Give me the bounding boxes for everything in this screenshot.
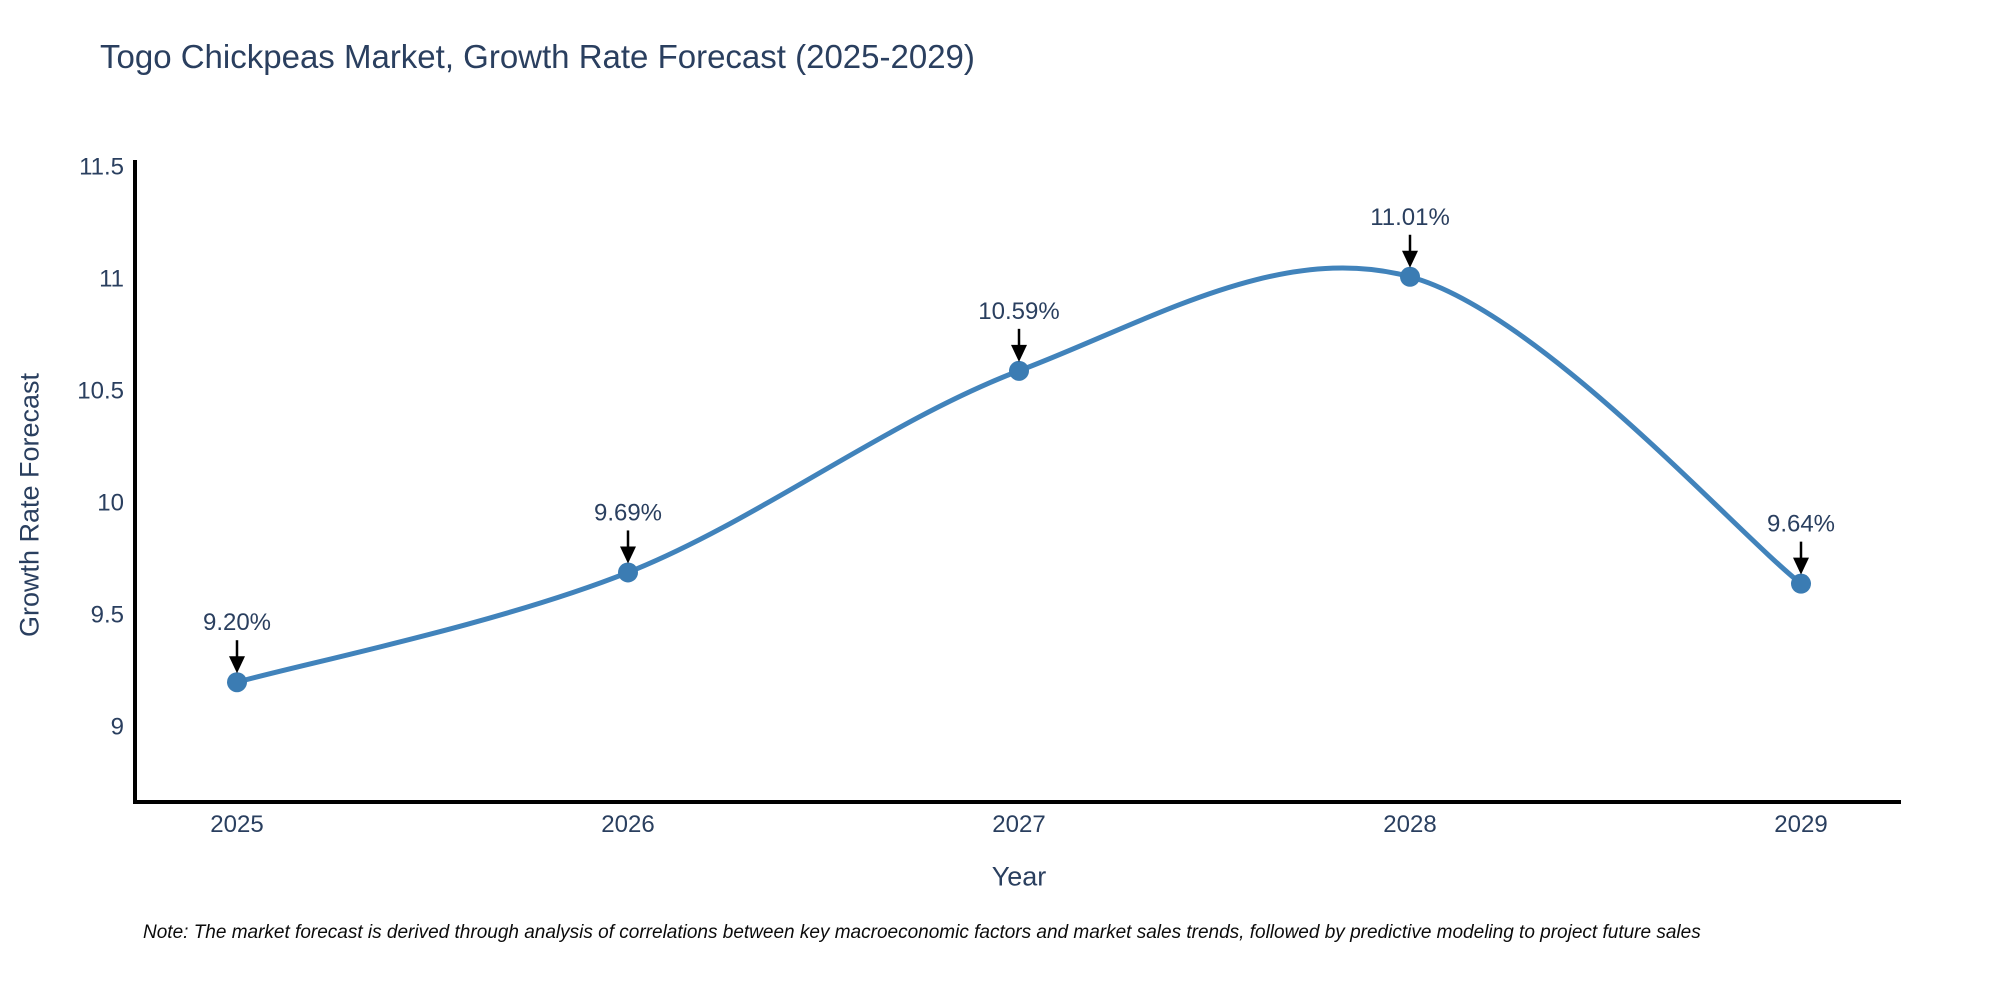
- data-point-2027: [1009, 360, 1029, 381]
- annotation-arrow-head-icon: [1793, 557, 1809, 575]
- point-value-label: 9.64%: [1767, 511, 1835, 538]
- y-tick-label: 11.5: [79, 154, 124, 181]
- annotation-arrow-head-icon: [1011, 344, 1027, 362]
- y-tick-label: 9.5: [91, 602, 124, 629]
- x-tick-label: 2026: [601, 811, 654, 838]
- y-tick-label: 10.5: [77, 378, 124, 405]
- x-tick-label: 2025: [210, 811, 263, 838]
- y-tick-label: 11: [99, 266, 124, 293]
- annotation-arrow-head-icon: [1402, 250, 1418, 268]
- footnote: Note: The market forecast is derived thr…: [143, 922, 1701, 943]
- data-point-2029: [1791, 573, 1811, 594]
- y-tick-label: 9: [111, 714, 124, 741]
- data-point-2025: [227, 672, 247, 693]
- y-tick-label: 10: [97, 490, 124, 517]
- data-point-2028: [1400, 266, 1420, 287]
- point-value-label: 11.01%: [1370, 204, 1450, 231]
- x-axis-title: Year: [991, 861, 1047, 892]
- y-axis-title: Growth Rate Forecast: [14, 372, 45, 638]
- x-tick-label: 2029: [1774, 811, 1827, 838]
- x-tick-label: 2028: [1383, 811, 1436, 838]
- chart-title: Togo Chickpeas Market, Growth Rate Forec…: [100, 38, 975, 75]
- annotation-arrow-head-icon: [229, 656, 245, 674]
- point-value-label: 9.69%: [594, 499, 662, 526]
- point-value-label: 10.59%: [978, 298, 1059, 325]
- point-value-label: 9.20%: [203, 609, 271, 636]
- annotation-arrow-head-icon: [620, 546, 636, 564]
- data-point-2026: [618, 562, 638, 583]
- x-tick-label: 2027: [992, 811, 1045, 838]
